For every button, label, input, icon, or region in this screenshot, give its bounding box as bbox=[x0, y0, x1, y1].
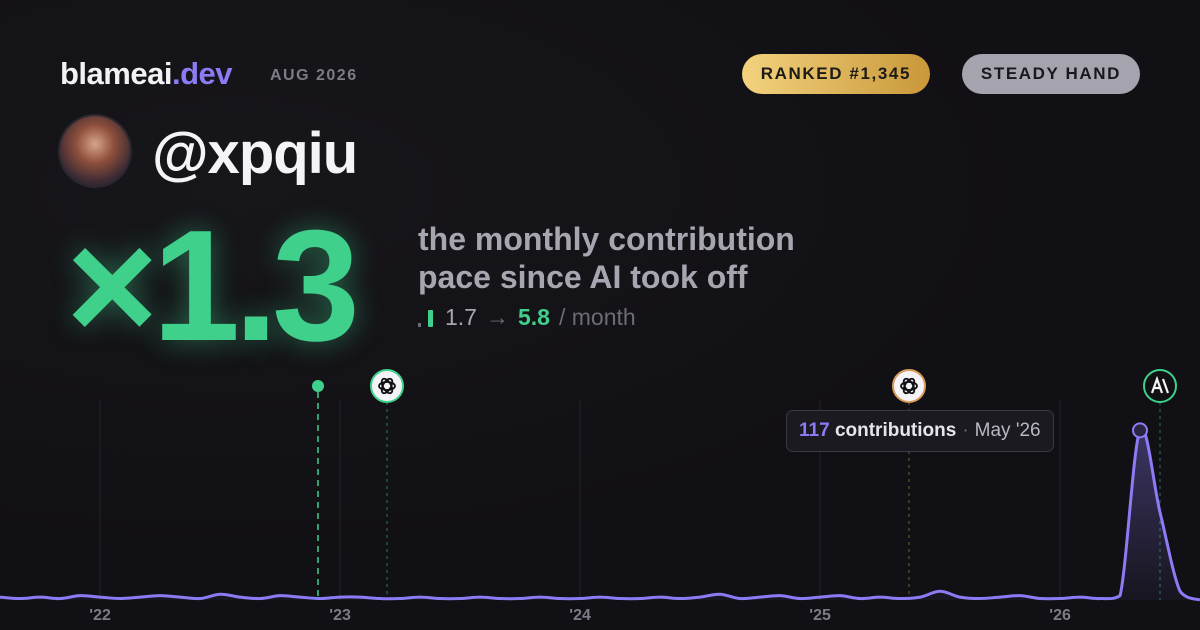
event-dot bbox=[312, 380, 324, 392]
event-markers bbox=[312, 369, 1177, 600]
pace-unit: / month bbox=[558, 304, 636, 330]
description-line: pace since AI took off bbox=[418, 259, 748, 295]
brand: blameai.dev bbox=[60, 56, 232, 92]
trait-badge: STEADY HAND bbox=[961, 54, 1140, 94]
openai-icon bbox=[892, 369, 926, 403]
openai-icon bbox=[370, 369, 404, 403]
description-line: the monthly contribution bbox=[418, 221, 795, 257]
pace-after: 5.8 bbox=[517, 304, 550, 330]
x-tick-label: '23 bbox=[329, 607, 351, 624]
pace-before: 1.7 bbox=[445, 304, 477, 330]
tooltip-date: May '26 bbox=[974, 420, 1041, 441]
brand-tld: .dev bbox=[171, 56, 233, 91]
area-fill bbox=[0, 428, 1200, 600]
pace-arrow: → bbox=[485, 304, 509, 330]
pace: 1.7 → 5.8 / month bbox=[418, 304, 636, 331]
anthropic-icon bbox=[1143, 369, 1177, 403]
handle: @xpqiu bbox=[152, 121, 358, 186]
x-tick-label: '22 bbox=[89, 607, 111, 624]
x-tick-label: '25 bbox=[809, 607, 831, 624]
multiplier: ×1.3 bbox=[66, 198, 360, 374]
pace-icon bbox=[418, 309, 433, 327]
x-tick-label: '24 bbox=[569, 607, 591, 624]
tooltip-value: 117 bbox=[799, 420, 830, 441]
tooltip: 117 contributions · May '26 bbox=[786, 410, 1054, 452]
x-tick-label: '26 bbox=[1049, 607, 1071, 624]
date: AUG 2026 bbox=[270, 67, 358, 84]
rank-badge: RANKED #1,345 bbox=[741, 54, 930, 94]
highlight-point bbox=[1132, 422, 1148, 439]
brand-name: blameai bbox=[60, 56, 172, 91]
tooltip-label: contributions bbox=[834, 420, 957, 441]
avatar bbox=[60, 116, 130, 186]
area-line bbox=[0, 427, 1200, 602]
description: the monthly contribution pace since AI t… bbox=[418, 220, 795, 296]
tooltip-separator: · bbox=[962, 420, 969, 441]
